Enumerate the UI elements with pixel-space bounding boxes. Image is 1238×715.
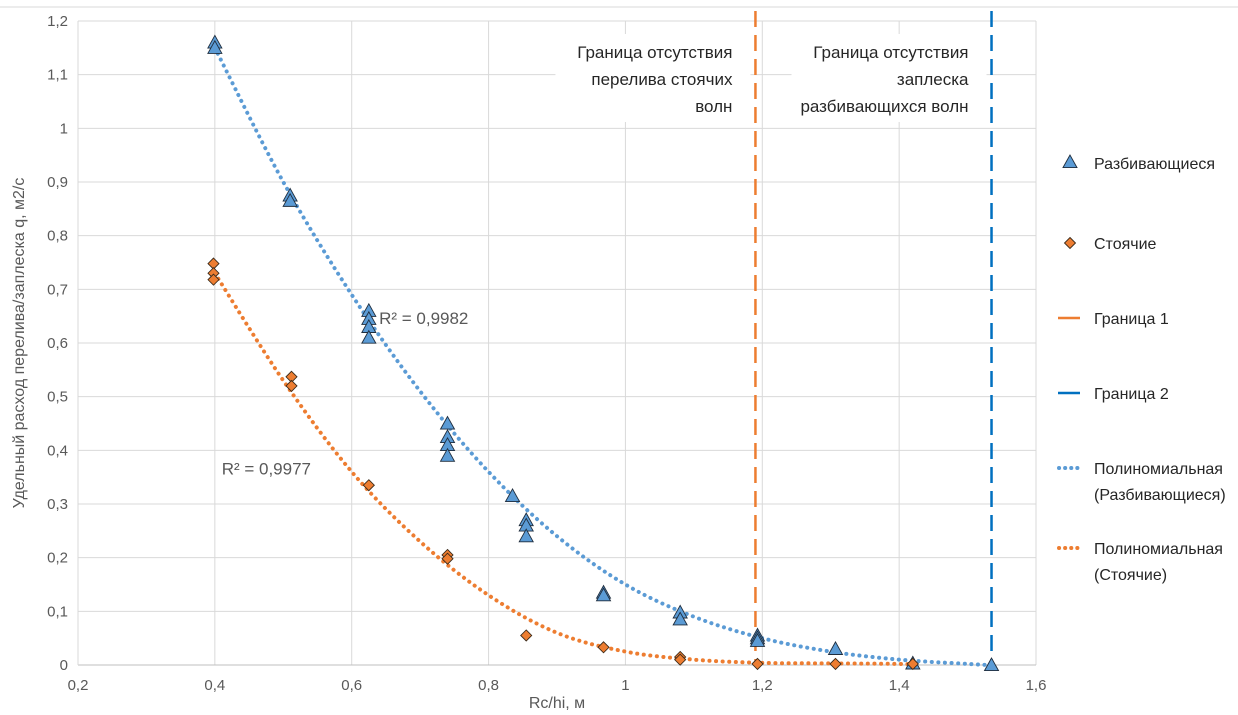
- y-tick-label: 0,9: [47, 174, 68, 191]
- x-axis-label: Rc/hi, м: [529, 695, 585, 712]
- x-tick-label: 1,6: [1026, 677, 1047, 694]
- y-axis-label: Удельный расход перелива/заплеска q, м2/…: [11, 178, 28, 509]
- x-tick-label: 1: [621, 677, 629, 694]
- boundary-label-bg: [555, 34, 751, 122]
- triangle-marker: [672, 611, 688, 626]
- diamond-marker: [597, 641, 610, 654]
- gridlines: [78, 20, 1037, 665]
- y-tick-label: 0,4: [47, 442, 68, 459]
- diamond-marker: [674, 653, 687, 666]
- y-tick-label: 0,5: [47, 389, 68, 406]
- y-tick-label: 0: [60, 657, 68, 674]
- triangle-marker: [504, 488, 521, 502]
- x-tick-label: 0,8: [478, 677, 499, 694]
- x-tick-label: 0,2: [68, 677, 89, 694]
- diamond-marker: [520, 629, 533, 642]
- boundary-label: волн: [695, 97, 732, 116]
- triangle-marker: [282, 192, 298, 207]
- y-tick-label: 1,1: [47, 67, 68, 84]
- diamond-marker: [906, 657, 919, 671]
- triangle-marker: [983, 657, 1000, 672]
- boundary-label: разбивающихся волн: [800, 97, 968, 116]
- diamond-marker: [829, 657, 842, 671]
- legend-label: Полиномиальная: [1094, 461, 1223, 478]
- legend-label: Разбивающиеся: [1094, 156, 1215, 173]
- triangle-marker: [595, 587, 612, 602]
- triangle-marker: [1062, 154, 1078, 169]
- y-tick-label: 0,1: [47, 603, 68, 620]
- triangle-marker: [749, 632, 766, 647]
- trendline: [212, 271, 922, 667]
- x-tick-label: 0,4: [204, 677, 225, 694]
- legend-label: Стоячие: [1094, 236, 1157, 253]
- legend-label: (Стоячие): [1094, 567, 1167, 584]
- boundary-label: Граница отсутствия: [577, 43, 732, 62]
- tick-labels: 0 0,1 0,2 0,3 0,4 0,5 0,6 0,7 0,8 0,9 1 1,1 1,2 0,2 0,…: [47, 13, 1046, 694]
- annotations: R² = 0,9982 R² = 0,9977: [222, 309, 469, 478]
- x-tick-label: 1,4: [889, 677, 910, 694]
- y-tick-label: 0,2: [47, 550, 68, 567]
- boundary-label: заплеска: [897, 70, 969, 89]
- boundary-label: перелива стоячих: [591, 70, 733, 89]
- legend-label: (Разбивающиеся): [1094, 487, 1226, 504]
- y-tick-label: 0,7: [47, 281, 68, 298]
- boundary-label-bg: [791, 34, 987, 122]
- y-tick-label: 0,6: [47, 335, 68, 352]
- boundaries: Граница отсутствия перелива стоячих волн Гр…: [555, 11, 993, 665]
- diamond-marker: [362, 479, 375, 492]
- y-tick-label: 0,3: [47, 496, 68, 513]
- r-squared-label: R² = 0,9977: [222, 459, 311, 478]
- trendline: [212, 45, 991, 667]
- trendlines: [212, 45, 991, 667]
- diamond-marker: [285, 379, 298, 393]
- y-tick-label: 1: [60, 120, 68, 137]
- boundary-label: Граница отсутствия: [813, 43, 968, 62]
- data-points: [207, 34, 1000, 672]
- triangle-marker: [518, 528, 534, 543]
- triangle-marker: [361, 329, 377, 344]
- legend: Разбивающиеся Стоячие Граница 1 Граница 2 По…: [1057, 154, 1226, 584]
- axes: [77, 21, 1036, 666]
- y-tick-label: 1,2: [47, 13, 68, 30]
- legend-label: Граница 2: [1094, 386, 1169, 403]
- triangle-marker: [207, 39, 223, 54]
- y-tick-label: 0,8: [47, 228, 68, 245]
- x-tick-label: 1,2: [752, 677, 773, 694]
- x-tick-label: 0,6: [341, 677, 362, 694]
- diamond-marker: [207, 273, 220, 286]
- triangle-marker: [827, 640, 844, 655]
- diamond-marker: [1063, 236, 1077, 250]
- diamond-marker: [441, 552, 454, 565]
- r-squared-label: R² = 0,9982: [379, 309, 468, 328]
- legend-label: Граница 1: [1094, 311, 1169, 328]
- legend-label: Полиномиальная: [1094, 541, 1223, 558]
- triangle-marker: [439, 447, 456, 462]
- diamond-marker: [751, 657, 764, 671]
